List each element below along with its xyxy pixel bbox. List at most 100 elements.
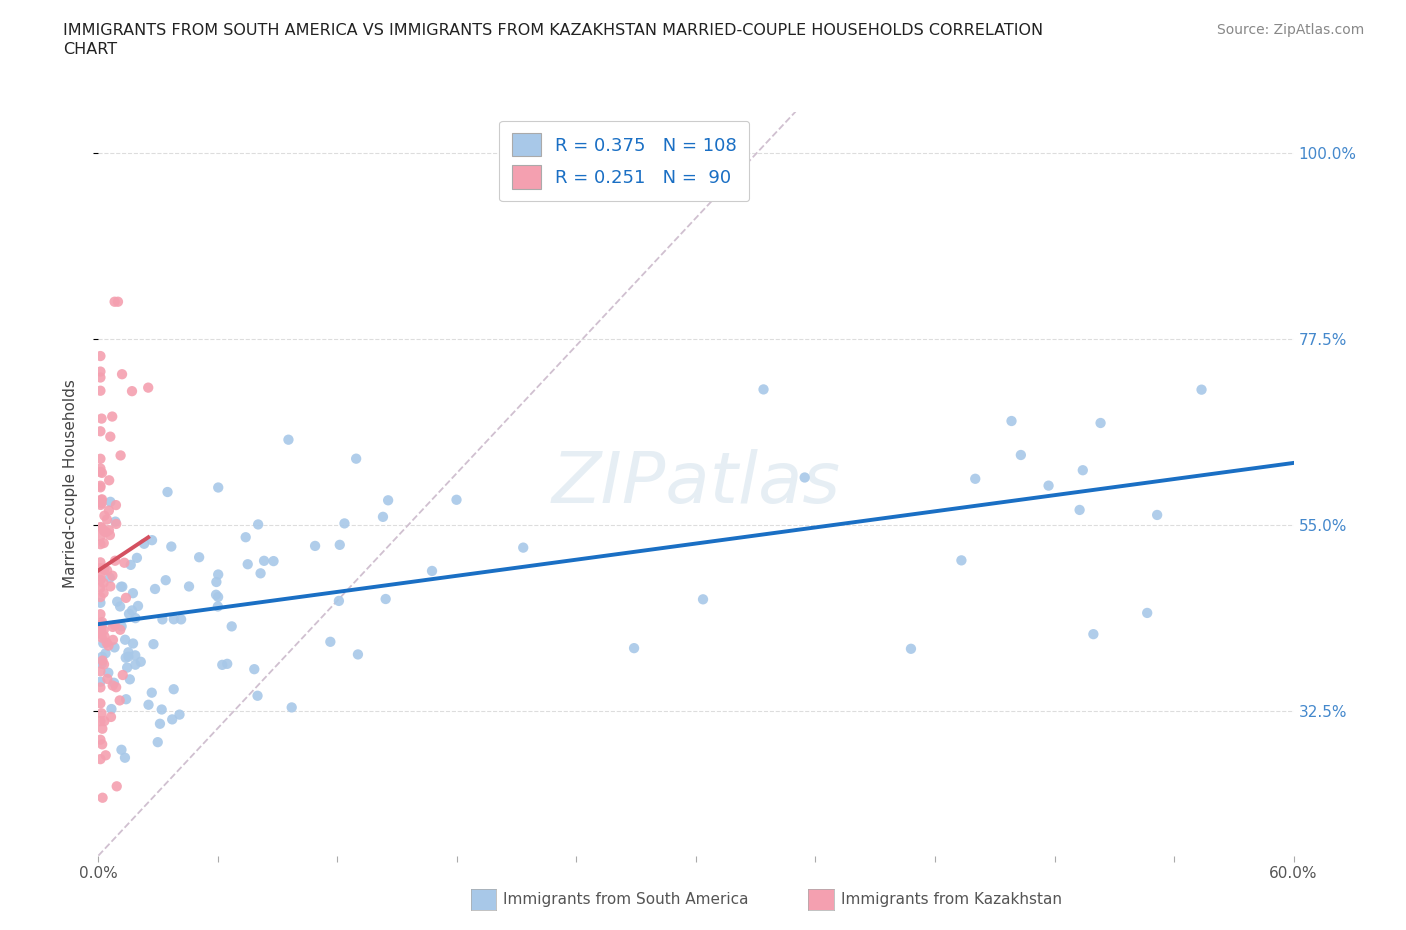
Point	[110, 579, 132, 594]
Point	[207, 599, 229, 614]
Point	[125, 551, 148, 565]
Text: ZIPatlas: ZIPatlas	[551, 449, 841, 518]
Point	[91, 649, 114, 664]
Point	[101, 619, 124, 634]
Point	[101, 568, 124, 583]
Point	[280, 700, 302, 715]
Point	[105, 516, 128, 531]
Point	[900, 642, 922, 657]
Point	[90, 631, 112, 645]
Point	[138, 698, 160, 712]
Point	[120, 557, 142, 572]
Point	[163, 682, 186, 697]
Point	[136, 380, 159, 395]
Point	[152, 612, 174, 627]
Point	[319, 634, 342, 649]
Point	[950, 553, 973, 568]
Point	[160, 539, 183, 554]
Point	[221, 619, 243, 634]
Point	[277, 432, 299, 447]
Point	[1191, 382, 1213, 397]
Point	[91, 617, 114, 631]
Point	[243, 662, 266, 677]
Point	[344, 451, 367, 466]
Y-axis label: Married-couple Households: Married-couple Households	[63, 379, 77, 588]
Point	[103, 640, 125, 655]
Point	[89, 461, 111, 476]
Point	[89, 664, 111, 679]
Point	[692, 591, 714, 606]
Point	[420, 564, 443, 578]
Point	[253, 553, 276, 568]
Point	[101, 632, 124, 647]
Point	[91, 615, 114, 630]
Point	[146, 735, 169, 750]
Point	[104, 618, 127, 632]
Point	[89, 365, 111, 379]
Point	[114, 632, 136, 647]
Point	[108, 693, 131, 708]
Point	[104, 498, 127, 512]
Point	[89, 751, 111, 766]
Point	[129, 655, 152, 670]
Point	[114, 650, 136, 665]
Point	[91, 492, 114, 507]
Point	[91, 790, 114, 805]
Point	[98, 527, 121, 542]
Point	[89, 680, 111, 695]
Point	[169, 707, 191, 722]
Text: Immigrants from Kazakhstan: Immigrants from Kazakhstan	[841, 892, 1062, 907]
Point	[793, 470, 815, 485]
Point	[89, 480, 111, 495]
Point	[160, 712, 183, 727]
Point	[246, 688, 269, 703]
Point	[108, 599, 131, 614]
Point	[93, 713, 115, 728]
Point	[207, 480, 229, 495]
Point	[115, 660, 138, 675]
Point	[1090, 416, 1112, 431]
Point	[89, 696, 111, 711]
Point	[143, 581, 166, 596]
Point	[89, 572, 111, 587]
Point	[89, 520, 111, 535]
Point	[91, 465, 114, 480]
Point	[90, 520, 112, 535]
Point	[93, 630, 115, 644]
Point	[96, 671, 118, 686]
Point	[89, 713, 111, 728]
Point	[89, 478, 111, 493]
Point	[93, 524, 115, 538]
Point	[1083, 627, 1105, 642]
Point	[142, 637, 165, 652]
Point	[93, 585, 115, 600]
Point	[150, 702, 173, 717]
Text: CHART: CHART	[63, 42, 117, 57]
Point	[89, 424, 111, 439]
Point	[333, 516, 356, 531]
Point	[188, 550, 211, 565]
Point	[117, 649, 139, 664]
Point	[89, 465, 111, 480]
Point	[105, 594, 128, 609]
Point	[93, 576, 115, 591]
Point	[115, 591, 138, 605]
Point	[105, 779, 128, 794]
Point	[91, 737, 114, 751]
Point	[91, 636, 114, 651]
Point	[127, 599, 149, 614]
Point	[1038, 478, 1060, 493]
Point	[100, 701, 122, 716]
Point	[98, 430, 121, 445]
Point	[89, 370, 111, 385]
Point	[90, 498, 112, 512]
Point	[97, 503, 120, 518]
Point	[121, 603, 143, 618]
Point	[371, 510, 394, 525]
Point	[512, 540, 534, 555]
Point	[623, 641, 645, 656]
Point	[89, 555, 111, 570]
Point	[155, 573, 177, 588]
Point	[124, 611, 146, 626]
Point	[236, 557, 259, 572]
